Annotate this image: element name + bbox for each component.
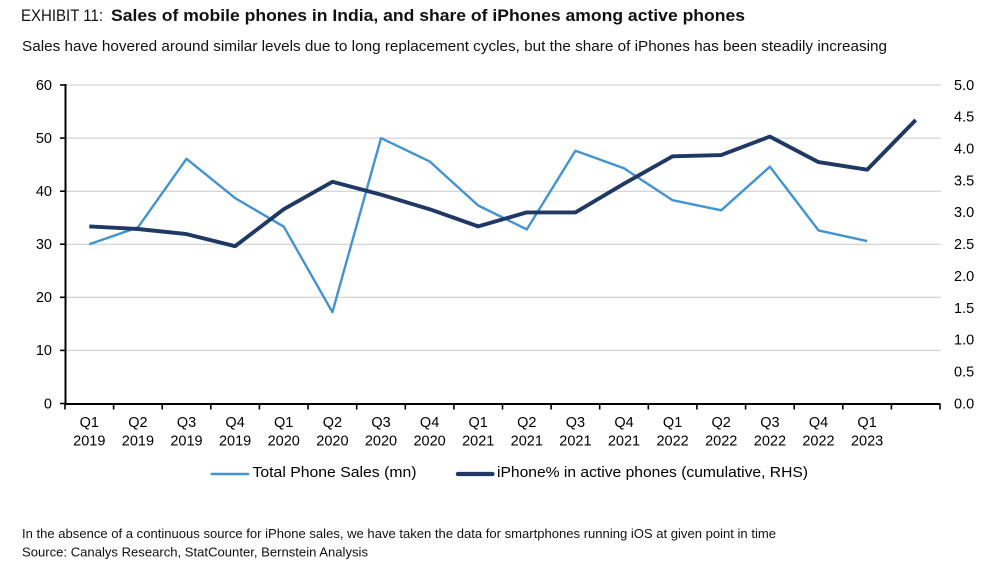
svg-text:2021: 2021 [608,433,640,449]
svg-text:2019: 2019 [122,433,154,449]
svg-text:Sales of mobile phones in Indi: Sales of mobile phones in India, and sha… [111,7,745,25]
svg-text:Q2: Q2 [712,415,731,431]
svg-text:iPhone% in active phones (cumu: iPhone% in active phones (cumulative, RH… [497,464,808,481]
svg-text:Source: Canalys Research, Stat: Source: Canalys Research, StatCounter, B… [22,545,368,560]
svg-text:Total Phone Sales (mn): Total Phone Sales (mn) [253,464,417,481]
svg-text:2021: 2021 [559,433,591,449]
svg-text:Q3: Q3 [760,415,779,431]
svg-text:2019: 2019 [219,433,251,449]
svg-text:60: 60 [36,78,52,94]
svg-text:2022: 2022 [754,433,786,449]
svg-text:Q4: Q4 [420,415,439,431]
svg-text:Q1: Q1 [469,415,488,431]
svg-text:2.5: 2.5 [954,237,974,253]
svg-text:50: 50 [36,131,52,147]
svg-text:2021: 2021 [462,433,494,449]
svg-text:3.0: 3.0 [954,205,974,221]
svg-text:Q1: Q1 [857,415,876,431]
svg-text:Q1: Q1 [80,415,99,431]
svg-text:3.5: 3.5 [954,173,974,189]
svg-text:Q1: Q1 [663,415,682,431]
svg-text:In the absence of a continuous: In the absence of a continuous source fo… [22,526,776,541]
svg-text:2022: 2022 [802,433,834,449]
svg-text:2.0: 2.0 [954,269,974,285]
svg-text:0.0: 0.0 [954,396,974,412]
svg-text:20: 20 [36,290,52,306]
svg-text:2020: 2020 [365,433,397,449]
svg-text:1.0: 1.0 [954,333,974,349]
svg-text:40: 40 [36,184,52,200]
svg-text:4.5: 4.5 [954,110,974,126]
svg-text:30: 30 [36,237,52,253]
svg-text:Q4: Q4 [225,415,244,431]
svg-text:2019: 2019 [73,433,105,449]
svg-text:2023: 2023 [851,433,883,449]
svg-text:Q3: Q3 [566,415,585,431]
svg-text:Q3: Q3 [177,415,196,431]
svg-text:Q3: Q3 [371,415,390,431]
svg-text:2021: 2021 [511,433,543,449]
svg-text:Q2: Q2 [128,415,147,431]
svg-text:2022: 2022 [705,433,737,449]
svg-text:10: 10 [36,343,52,359]
svg-text:Q2: Q2 [323,415,342,431]
svg-text:0: 0 [44,396,52,412]
svg-text:Sales have hovered around simi: Sales have hovered around similar levels… [22,39,887,55]
svg-text:2020: 2020 [316,433,348,449]
svg-text:2019: 2019 [170,433,202,449]
svg-text:2020: 2020 [268,433,300,449]
svg-text:Q2: Q2 [517,415,536,431]
svg-text:4.0: 4.0 [954,142,974,158]
svg-text:2020: 2020 [413,433,445,449]
svg-text:0.5: 0.5 [954,365,974,381]
svg-text:2022: 2022 [656,433,688,449]
svg-text:1.5: 1.5 [954,301,974,317]
svg-text:Q1: Q1 [274,415,293,431]
svg-text:EXHIBIT 11:: EXHIBIT 11: [21,7,103,25]
svg-text:5.0: 5.0 [954,78,974,94]
svg-text:Q4: Q4 [809,415,828,431]
svg-text:Q4: Q4 [614,415,633,431]
